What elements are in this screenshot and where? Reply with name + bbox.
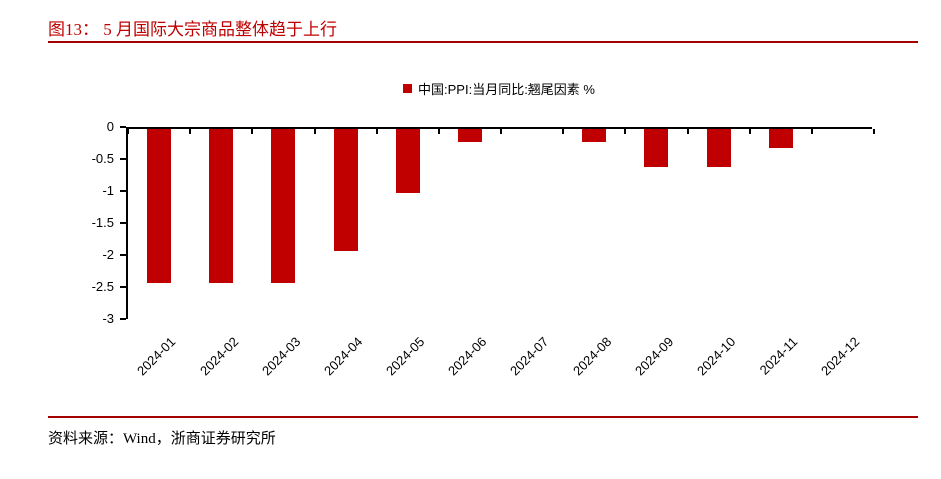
x-tick-label: 2024-11: [756, 334, 801, 378]
x-axis-tick: [313, 129, 316, 134]
x-tick-label: 2024-12: [818, 334, 863, 379]
y-tick-label: -2: [102, 247, 114, 262]
x-axis-tick: [500, 129, 502, 134]
y-axis-tick: [120, 158, 126, 160]
x-axis-tick: [686, 129, 689, 134]
x-axis-tick: [189, 129, 192, 134]
y-axis-tick: [120, 190, 126, 192]
y-axis-tick: [120, 318, 126, 320]
x-axis-tick: [437, 129, 440, 134]
data-source-note: 资料来源：Wind，浙商证券研究所: [48, 431, 276, 447]
x-tick-label: 2024-03: [258, 334, 304, 379]
x-axis-tick: [375, 129, 378, 134]
x-axis-tick: [251, 129, 254, 134]
x-tick-label: 2024-08: [569, 334, 614, 379]
footer-divider-line: [48, 416, 918, 418]
bar-2024-04: [333, 129, 358, 251]
plot-area: [126, 127, 875, 319]
x-tick-label: 2024-05: [383, 334, 428, 379]
x-tick-label: 2024-01: [134, 334, 179, 379]
x-axis-tick: [748, 129, 751, 134]
x-tick-label: 2024-04: [320, 334, 366, 379]
bar-2024-02: [209, 129, 234, 283]
y-tick-label: -1: [102, 183, 114, 198]
title-divider-line: [48, 41, 918, 43]
chart-legend: 中国:PPI:当月同比:翘尾因素 %: [403, 79, 595, 98]
x-axis-tick: [562, 129, 565, 134]
bar-2024-08: [582, 129, 607, 142]
y-tick-label: -3: [102, 311, 114, 326]
bar-2024-09: [644, 129, 669, 168]
x-axis-tick: [810, 129, 813, 134]
y-axis-tick: [120, 254, 126, 256]
bar-2024-06: [457, 129, 482, 142]
bar-2024-03: [271, 129, 296, 283]
legend-marker-square-icon: [403, 84, 413, 93]
x-tick-label: 2024-10: [693, 334, 739, 379]
x-tick-label: 2024-09: [631, 334, 677, 379]
x-axis-tick: [127, 129, 129, 134]
y-axis-tick: [120, 126, 126, 128]
y-axis-tick: [120, 286, 126, 288]
x-tick-label: 2024-02: [196, 334, 241, 379]
y-tick-label: -0.5: [91, 151, 114, 166]
y-tick-label: -2.5: [91, 279, 114, 294]
bar-2024-11: [768, 129, 793, 149]
x-tick-label: 2024-06: [445, 334, 490, 379]
x-tick-label: 2024-07: [507, 334, 552, 379]
x-axis-tick: [873, 129, 875, 134]
bar-2024-01: [147, 129, 172, 283]
figure-title: 图13： 5 月国际大宗商品整体趋于上行: [48, 20, 337, 39]
y-tick-label: 0: [106, 119, 114, 134]
y-tick-label: -1.5: [91, 215, 114, 230]
bar-2024-10: [706, 129, 731, 168]
y-axis-tick: [120, 222, 126, 224]
legend-series-label: 中国:PPI:当月同比:翘尾因素 %: [418, 82, 595, 97]
x-axis-tick: [624, 129, 627, 134]
bar-2024-05: [395, 129, 420, 193]
